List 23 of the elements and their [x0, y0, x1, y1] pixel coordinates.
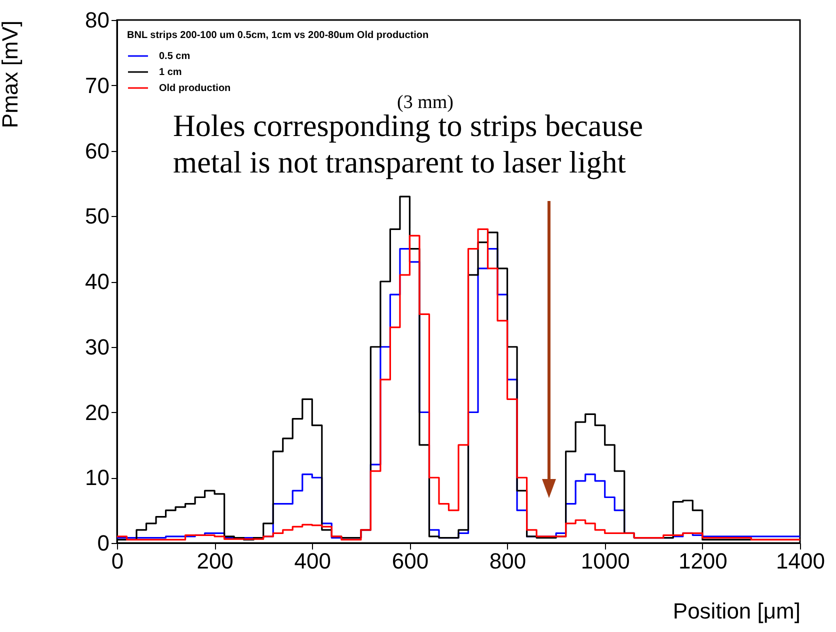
annotation: (3 mm) [397, 92, 454, 113]
legend-label: 1 cm [159, 67, 182, 78]
legend-title: BNL strips 200-100 um 0.5cm, 1cm vs 200-80um Old production [127, 30, 429, 41]
y-tick-label: 80 [85, 8, 110, 32]
x-tick-label: 1000 [580, 548, 630, 574]
x-tick-label: 800 [489, 548, 526, 574]
y-tick-label: 70 [85, 72, 110, 98]
y-tick-label: 60 [85, 138, 110, 164]
x-axis-title: Position [μm] [672, 598, 800, 624]
y-axis-title: Pmax [mV] [0, 20, 22, 128]
y-tick-label: 0 [97, 530, 110, 556]
x-tick-label: 400 [294, 548, 331, 574]
y-tick-label: 20 [85, 400, 110, 425]
x-tick-label: 1400 [776, 548, 825, 574]
y-tick-label: 30 [85, 334, 110, 360]
y-tick-label: 50 [85, 204, 110, 229]
x-tick-label: 600 [392, 548, 429, 574]
legend-label: 0.5 cm [159, 51, 190, 62]
x-tick-label: 200 [196, 548, 234, 574]
y-tick-label: 10 [85, 465, 110, 490]
x-tick-label: 1200 [678, 548, 728, 574]
legend-label: Old production [159, 83, 231, 94]
y-tick-label: 40 [85, 269, 110, 294]
